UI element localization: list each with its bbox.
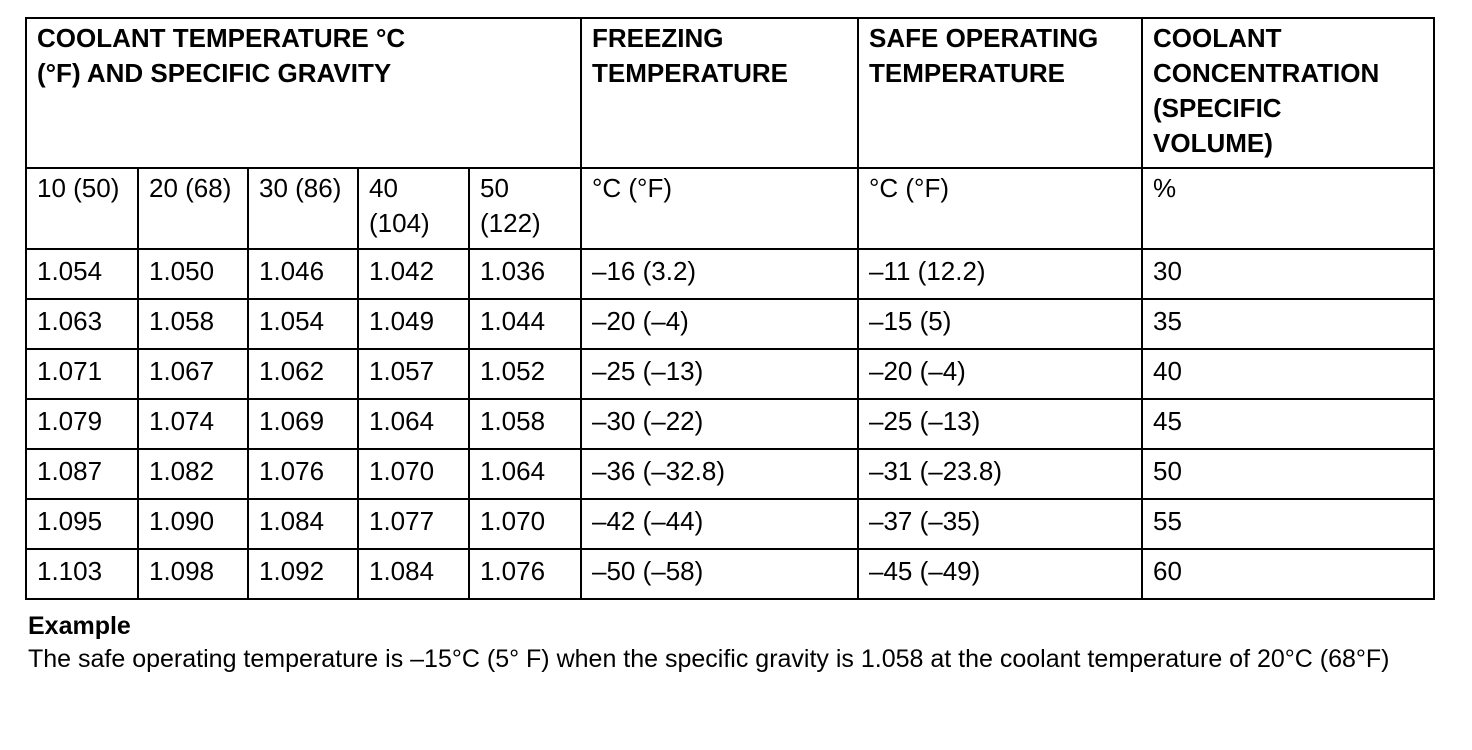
table-cell: 1.063 [25,298,139,350]
table-cell: –45 (–49) [857,548,1143,600]
subheader-cell: 40 (104) [357,167,470,250]
table-cell: –37 (–35) [857,498,1143,550]
table-cell: 1.052 [468,348,582,400]
table-row: 1.071 1.067 1.062 1.057 1.052 –25 (–13) –20 (–… [25,348,1435,400]
header-safe-operating: SAFE OPERATING TEMPERATURE [857,17,1143,169]
table-cell: 1.058 [137,298,249,350]
header-concentration: COOLANT CONCENTRATION (SPECIFIC VOLUME) [1141,17,1435,169]
example-note: Example The safe operating temperature i… [28,610,1448,676]
table-row: 1.095 1.090 1.084 1.077 1.070 –42 (–44) –37 (–… [25,498,1435,550]
table-cell: 1.036 [468,248,582,300]
table-row: 1.063 1.058 1.054 1.049 1.044 –20 (–4) –15 (5)… [25,298,1435,350]
coolant-table: COOLANT TEMPERATURE °C (°F) AND SPECIFIC… [25,17,1435,600]
table-cell: 1.098 [137,548,249,600]
table-cell: 1.044 [468,298,582,350]
table-cell: 30 [1141,248,1435,300]
subheader-cell: % [1141,167,1435,250]
table-cell: 1.054 [247,298,359,350]
table-cell: 1.084 [247,498,359,550]
subheader-cell: 20 (68) [137,167,249,250]
header-coolant-temp-sg: COOLANT TEMPERATURE °C (°F) AND SPECIFIC… [25,17,582,169]
table-row: 1.054 1.050 1.046 1.042 1.036 –16 (3.2) –11 (1… [25,248,1435,300]
table-cell: 1.087 [25,448,139,500]
table-cell: 1.054 [25,248,139,300]
table-row: 1.079 1.074 1.069 1.064 1.058 –30 (–22) –25 (–… [25,398,1435,450]
subheader-cell: 50 (122) [468,167,582,250]
table-cell: 1.057 [357,348,470,400]
table-cell: 1.064 [357,398,470,450]
subheader-cell: 30 (86) [247,167,359,250]
table-cell: 1.062 [247,348,359,400]
table-cell: 1.069 [247,398,359,450]
table-cell: 40 [1141,348,1435,400]
table-cell: –15 (5) [857,298,1143,350]
table-cell: –31 (–23.8) [857,448,1143,500]
table-cell: –20 (–4) [857,348,1143,400]
subheader-row: 10 (50) 20 (68) 30 (86) 40 (104) 50 (122) °C … [25,167,1435,250]
table-cell: –50 (–58) [580,548,859,600]
table-cell: –11 (12.2) [857,248,1143,300]
example-title: Example [28,612,131,640]
table-cell: 1.084 [357,548,470,600]
table-cell: 45 [1141,398,1435,450]
table-cell: 1.071 [25,348,139,400]
table-cell: 1.042 [357,248,470,300]
table-cell: 35 [1141,298,1435,350]
table-cell: 60 [1141,548,1435,600]
table-cell: 50 [1141,448,1435,500]
table-cell: –42 (–44) [580,498,859,550]
header-freezing: FREEZING TEMPERATURE [580,17,859,169]
table-cell: –30 (–22) [580,398,859,450]
table-cell: 1.070 [468,498,582,550]
table-cell: 1.077 [357,498,470,550]
subheader-cell: °C (°F) [857,167,1143,250]
table-cell: 1.049 [357,298,470,350]
table-row: 1.087 1.082 1.076 1.070 1.064 –36 (–32.8) –31 … [25,448,1435,500]
table-cell: 1.074 [137,398,249,450]
table-cell: –25 (–13) [857,398,1143,450]
table-cell: 1.058 [468,398,582,450]
table-cell: 1.064 [468,448,582,500]
table-cell: 1.090 [137,498,249,550]
table-cell: 55 [1141,498,1435,550]
subheader-cell: °C (°F) [580,167,859,250]
header-row: COOLANT TEMPERATURE °C (°F) AND SPECIFIC… [25,17,1435,169]
table-cell: 1.103 [25,548,139,600]
table-cell: 1.082 [137,448,249,500]
table-cell: –25 (–13) [580,348,859,400]
subheader-cell: 10 (50) [25,167,139,250]
table-cell: 1.076 [468,548,582,600]
table-cell: 1.050 [137,248,249,300]
table-cell: –20 (–4) [580,298,859,350]
table-cell: 1.076 [247,448,359,500]
table-cell: 1.046 [247,248,359,300]
example-text: The safe operating temperature is –15°C … [28,645,1390,673]
table-cell: 1.079 [25,398,139,450]
table-cell: 1.067 [137,348,249,400]
table-cell: 1.070 [357,448,470,500]
table-row: 1.103 1.098 1.092 1.084 1.076 –50 (–58) –45 (–… [25,548,1435,600]
table-cell: –36 (–32.8) [580,448,859,500]
table-cell: 1.095 [25,498,139,550]
table-cell: –16 (3.2) [580,248,859,300]
table-cell: 1.092 [247,548,359,600]
